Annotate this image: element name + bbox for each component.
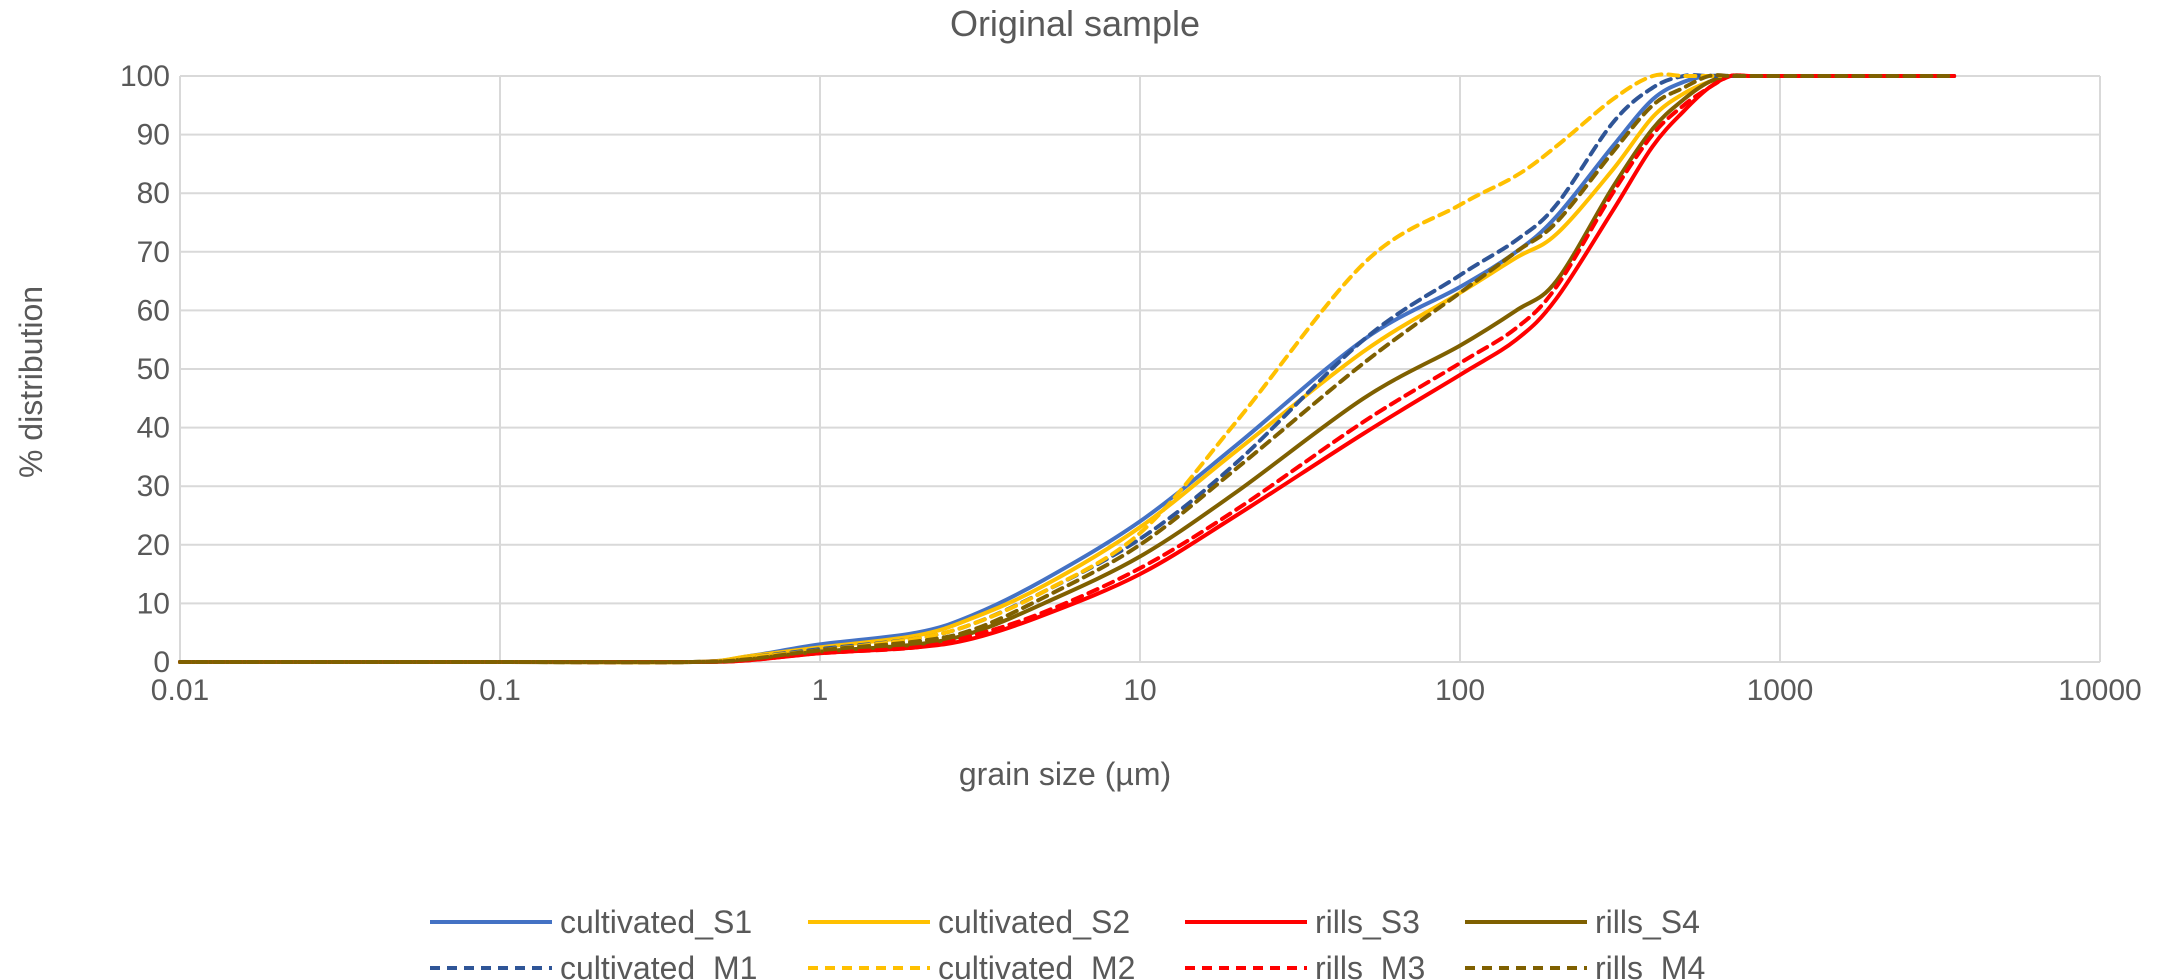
y-tick-label: 90 — [137, 119, 170, 152]
gridlines — [179, 75, 2101, 663]
x-tick-label: 10000 — [2058, 674, 2141, 707]
x-axis-title: grain size (µm) — [959, 756, 1171, 792]
y-tick-label: 20 — [137, 529, 170, 562]
legend-label: cultivated_S1 — [560, 904, 752, 940]
y-axis-title: % distribution — [13, 286, 49, 478]
legend-label: rills_S3 — [1315, 904, 1420, 940]
y-tick-label: 70 — [137, 236, 170, 269]
y-tick-label: 100 — [120, 60, 170, 93]
tick-labels: 0 10 20 30 40 50 60 70 80 90 100 0.01 0.1 1 10 100 1000 1… — [120, 60, 2142, 707]
chart-title: Original sample — [950, 3, 1200, 44]
legend-label: cultivated_M1 — [560, 950, 757, 980]
y-tick-label: 80 — [137, 177, 170, 210]
legend-label: rills_M3 — [1315, 950, 1425, 980]
legend-label: rills_M4 — [1595, 950, 1705, 980]
y-tick-label: 30 — [137, 470, 170, 503]
legend-label: cultivated_M2 — [938, 950, 1135, 980]
y-tick-label: 10 — [137, 587, 170, 620]
x-tick-label: 1000 — [1747, 674, 1814, 707]
y-tick-label: 0 — [153, 646, 170, 679]
x-tick-label: 0.01 — [151, 674, 209, 707]
y-tick-label: 60 — [137, 294, 170, 327]
y-tick-label: 40 — [137, 412, 170, 445]
x-tick-label: 10 — [1123, 674, 1156, 707]
legend-label: cultivated_S2 — [938, 904, 1130, 940]
x-tick-label: 0.1 — [479, 674, 521, 707]
x-tick-label: 100 — [1435, 674, 1485, 707]
legend: cultivated_S1 cultivated_S2 rills_S3 rills_… — [430, 904, 1705, 980]
y-tick-label: 50 — [137, 353, 170, 386]
legend-label: rills_S4 — [1595, 904, 1700, 940]
series-line-rills-m4 — [178, 73, 1957, 665]
x-tick-label: 1 — [812, 674, 829, 707]
data-series — [178, 72, 1957, 665]
